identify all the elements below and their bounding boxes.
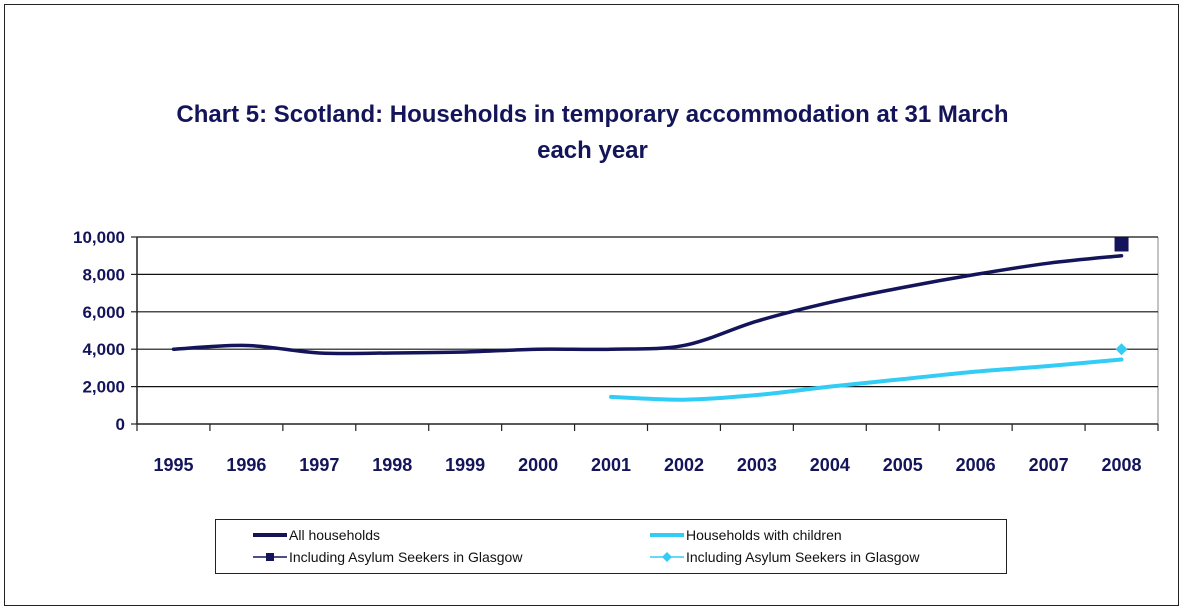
- legend-item-asylum-dark: Including Asylum Seekers in Glasgow: [249, 548, 522, 566]
- chart-title-line1: Chart 5: Scotland: Households in tempora…: [176, 101, 1009, 128]
- legend-label-all-households: All households: [289, 527, 381, 543]
- chart-frame: [4, 4, 1179, 606]
- x-tick-label: 1999: [445, 455, 485, 475]
- chart-title-line2: each year: [537, 137, 648, 164]
- x-tick-label: 2002: [664, 455, 704, 475]
- x-tick-label: 1995: [153, 455, 193, 475]
- x-tick-label: 2007: [1029, 455, 1069, 475]
- marker-asylum-light: [1115, 343, 1128, 356]
- x-tick-label: 2004: [810, 455, 850, 475]
- legend-label-households-with-children: Households with children: [686, 527, 842, 543]
- legend-item-all-households: All households: [249, 526, 380, 544]
- x-tick-label: 2006: [956, 455, 996, 475]
- y-tick-label: 8,000: [82, 265, 125, 284]
- legend-symbol-asylum-light: [646, 548, 684, 566]
- x-tick-label: 1998: [372, 455, 412, 475]
- chart-title: Chart 5: Scotland: Households in tempora…: [0, 97, 1185, 169]
- y-tick-label: 4,000: [82, 340, 125, 359]
- series-line-all-households: [171, 253, 1124, 356]
- legend-label-asylum-dark: Including Asylum Seekers in Glasgow: [289, 549, 523, 565]
- legend-symbol-households-with-children: [646, 526, 684, 544]
- x-tick-label: 2000: [518, 455, 558, 475]
- x-tick-label: 2003: [737, 455, 777, 475]
- series-line-households-with-children: [609, 357, 1124, 402]
- y-tick-label: 6,000: [82, 303, 125, 322]
- legend-label-asylum-light: Including Asylum Seekers in Glasgow: [686, 549, 920, 565]
- marker-asylum-dark: [1114, 237, 1129, 252]
- legend-item-households-with-children: Households with children: [646, 526, 842, 544]
- x-tick-label: 2005: [883, 455, 923, 475]
- x-tick-label: 1997: [299, 455, 339, 475]
- x-tick-label: 2001: [591, 455, 631, 475]
- y-tick-label: 2,000: [82, 378, 125, 397]
- x-tick-label: 2008: [1102, 455, 1142, 475]
- legend-symbol-asylum-dark: [249, 548, 287, 566]
- y-tick-label: 10,000: [73, 228, 125, 247]
- y-tick-label: 0: [116, 415, 125, 434]
- x-tick-label: 1996: [226, 455, 266, 475]
- legend-symbol-all-households: [249, 526, 287, 544]
- legend-item-asylum-light: Including Asylum Seekers in Glasgow: [646, 548, 919, 566]
- legend: All households Households with children …: [215, 519, 1007, 574]
